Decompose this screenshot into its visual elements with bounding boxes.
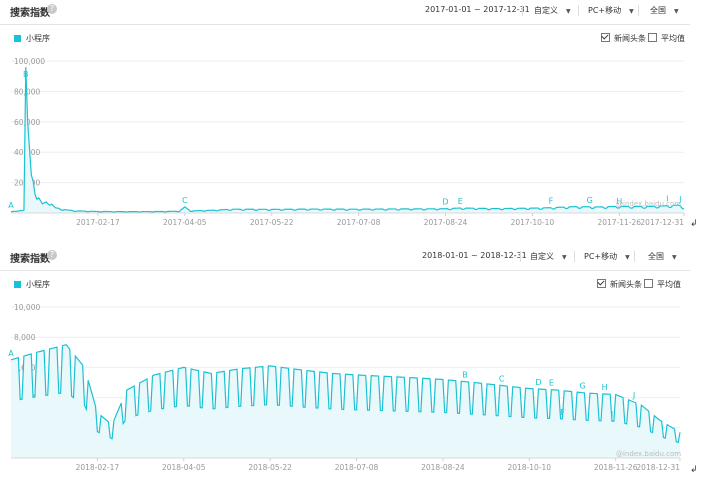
x-tick-label: 2018-11-26 <box>594 463 638 472</box>
help-icon[interactable]: ? <box>47 4 57 14</box>
chart-header-title: 搜索指数 <box>10 8 50 19</box>
x-tick-label: 2018-07-08 <box>335 463 379 472</box>
chart-header: 搜索指数 ? 2017-01-01 ~ 2017-12-31 自定义 ▼ PC+移… <box>0 0 690 25</box>
x-tick-label: 2017-05-22 <box>250 218 294 227</box>
series-line <box>10 344 681 444</box>
annotation-marker: I <box>666 195 668 204</box>
chart-panel-2017: 搜索指数 ? 2017-01-01 ~ 2017-12-31 自定义 ▼ PC+移… <box>0 0 690 232</box>
legend-swatch-icon <box>14 35 21 42</box>
x-tick-label: 2017-12-31 <box>640 218 684 227</box>
annotation-marker: D <box>442 198 448 207</box>
caret-down-icon: ▼ <box>672 254 677 261</box>
annotation-marker: D <box>535 378 541 387</box>
mode-dropdown[interactable]: 自定义 ▼ <box>534 6 571 15</box>
annotation-marker: C <box>182 196 188 205</box>
divider <box>634 251 635 262</box>
chart-header-title: 搜索指数 <box>10 254 50 265</box>
divider <box>522 5 523 16</box>
annotation-marker: E <box>549 379 554 388</box>
caret-down-icon: ▼ <box>625 254 630 261</box>
region-dropdown[interactable]: 全国 ▼ <box>650 6 679 15</box>
caret-down-icon: ▼ <box>562 254 567 261</box>
x-tick-label: 2017-10-10 <box>511 218 555 227</box>
date-range-text[interactable]: 2017-01-01 ~ 2017-12-31 <box>425 5 530 14</box>
divider <box>520 251 521 262</box>
x-tick-label: 2018-05-22 <box>248 463 292 472</box>
checkbox-checked-icon <box>597 279 606 288</box>
annotation-marker: I <box>611 410 613 419</box>
checkbox-empty-icon <box>648 33 657 42</box>
series-line <box>10 67 685 213</box>
search-index-chart-2017: 20,00040,00060,00080,000100,0002017-02-1… <box>8 57 685 227</box>
annotation-marker: G <box>587 196 593 205</box>
annotation-marker: A <box>8 201 14 210</box>
x-tick-label: 2017-08-24 <box>424 218 468 227</box>
y-tick-label: 100,000 <box>14 57 45 66</box>
y-tick-label: 8,000 <box>14 333 36 342</box>
news-checkbox[interactable]: 新闻头条 <box>601 33 646 44</box>
return-mark-icon: ↲ <box>690 219 698 229</box>
annotation-marker: F <box>549 197 554 206</box>
divider <box>638 5 639 16</box>
annotation-marker: A <box>8 349 14 358</box>
x-tick-label: 2018-04-05 <box>162 463 206 472</box>
news-checkbox[interactable]: 新闻头条 <box>597 279 642 290</box>
return-mark-icon: ↲ <box>690 465 698 475</box>
caret-down-icon: ▼ <box>566 8 571 15</box>
region-dropdown[interactable]: 全国 ▼ <box>648 252 677 261</box>
checkbox-checked-icon <box>601 33 610 42</box>
x-tick-label: 2017-02-17 <box>76 218 120 227</box>
annotation-marker: E <box>458 197 463 206</box>
x-tick-label: 2018-12-31 <box>636 463 680 472</box>
annotation-marker: C <box>499 375 505 384</box>
x-tick-label: 2017-04-05 <box>163 218 207 227</box>
x-tick-label: 2018-10-10 <box>507 463 551 472</box>
watermark: @index.baidu.com <box>616 450 682 458</box>
y-tick-label: 10,000 <box>14 303 40 312</box>
watermark: @index.baidu.com <box>616 200 682 208</box>
caret-down-icon: ▼ <box>674 8 679 15</box>
annotation-marker: H <box>616 197 622 206</box>
search-index-chart-2018: 2,0004,0006,0008,00010,0002018-02-172018… <box>8 303 681 472</box>
annotation-marker: B <box>23 70 29 79</box>
x-tick-label: 2018-08-24 <box>421 463 465 472</box>
help-icon[interactable]: ? <box>47 250 57 260</box>
divider <box>578 5 579 16</box>
chart-panel-2018: 搜索指数 ? 2018-01-01 ~ 2018-12-31 自定义 ▼ PC+移… <box>0 246 690 478</box>
device-dropdown[interactable]: PC+移动 ▼ <box>588 6 634 15</box>
annotation-marker: G <box>579 382 585 391</box>
caret-down-icon: ▼ <box>629 8 634 15</box>
series-area <box>11 67 684 213</box>
divider <box>574 251 575 262</box>
legend-item[interactable]: 小程序 <box>14 33 50 44</box>
x-tick-label: 2017-07-08 <box>337 218 381 227</box>
annotation-marker: H <box>602 383 608 392</box>
x-tick-label: 2017-11-26 <box>597 218 641 227</box>
legend-swatch-icon <box>14 281 21 288</box>
device-dropdown[interactable]: PC+移动 ▼ <box>584 252 630 261</box>
annotation-marker: B <box>462 371 468 380</box>
legend-item[interactable]: 小程序 <box>14 279 50 290</box>
annotation-marker: J <box>632 391 635 400</box>
y-tick-label: 80,000 <box>14 87 40 96</box>
chart-header: 搜索指数 ? 2018-01-01 ~ 2018-12-31 自定义 ▼ PC+移… <box>0 246 690 271</box>
checkbox-empty-icon <box>644 279 653 288</box>
annotation-marker: F <box>560 408 565 417</box>
date-range-text[interactable]: 2018-01-01 ~ 2018-12-31 <box>422 251 527 260</box>
mode-dropdown[interactable]: 自定义 ▼ <box>530 252 567 261</box>
x-tick-label: 2018-02-17 <box>76 463 120 472</box>
average-checkbox[interactable]: 平均值 <box>648 33 685 44</box>
annotation-marker: J <box>678 195 681 204</box>
average-checkbox[interactable]: 平均值 <box>644 279 681 290</box>
series-area <box>11 344 680 458</box>
